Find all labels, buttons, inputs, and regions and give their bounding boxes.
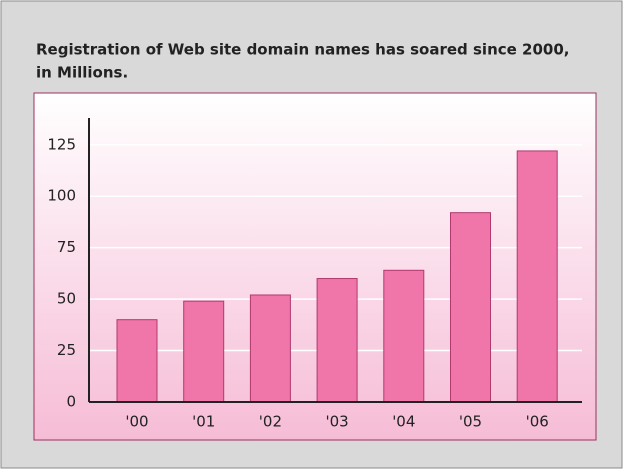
y-tick-label: 0: [66, 393, 76, 411]
bar: [450, 212, 491, 403]
y-tick-label: 125: [47, 135, 76, 153]
x-tick-label: '04: [392, 413, 415, 431]
x-tick-label: '02: [259, 413, 282, 431]
x-tick-label: '00: [125, 413, 148, 431]
x-tick-label: '01: [192, 413, 215, 431]
y-tick-label: 75: [57, 238, 76, 256]
y-tick-label: 50: [57, 290, 76, 308]
y-tick-label: 25: [57, 341, 76, 359]
y-tick-label: 100: [47, 187, 76, 205]
x-tick-label: '05: [459, 413, 482, 431]
chart-title: Registration of Web site domain names ha…: [36, 41, 569, 59]
chart-subtitle: in Millions.: [36, 64, 128, 82]
bar: [249, 294, 291, 403]
bar: [316, 278, 358, 403]
x-tick-label: '03: [325, 413, 348, 431]
bar: [183, 300, 225, 403]
bar: [516, 150, 558, 403]
bar: [116, 319, 158, 403]
bar: [383, 269, 425, 403]
x-tick-label: '06: [526, 413, 549, 431]
